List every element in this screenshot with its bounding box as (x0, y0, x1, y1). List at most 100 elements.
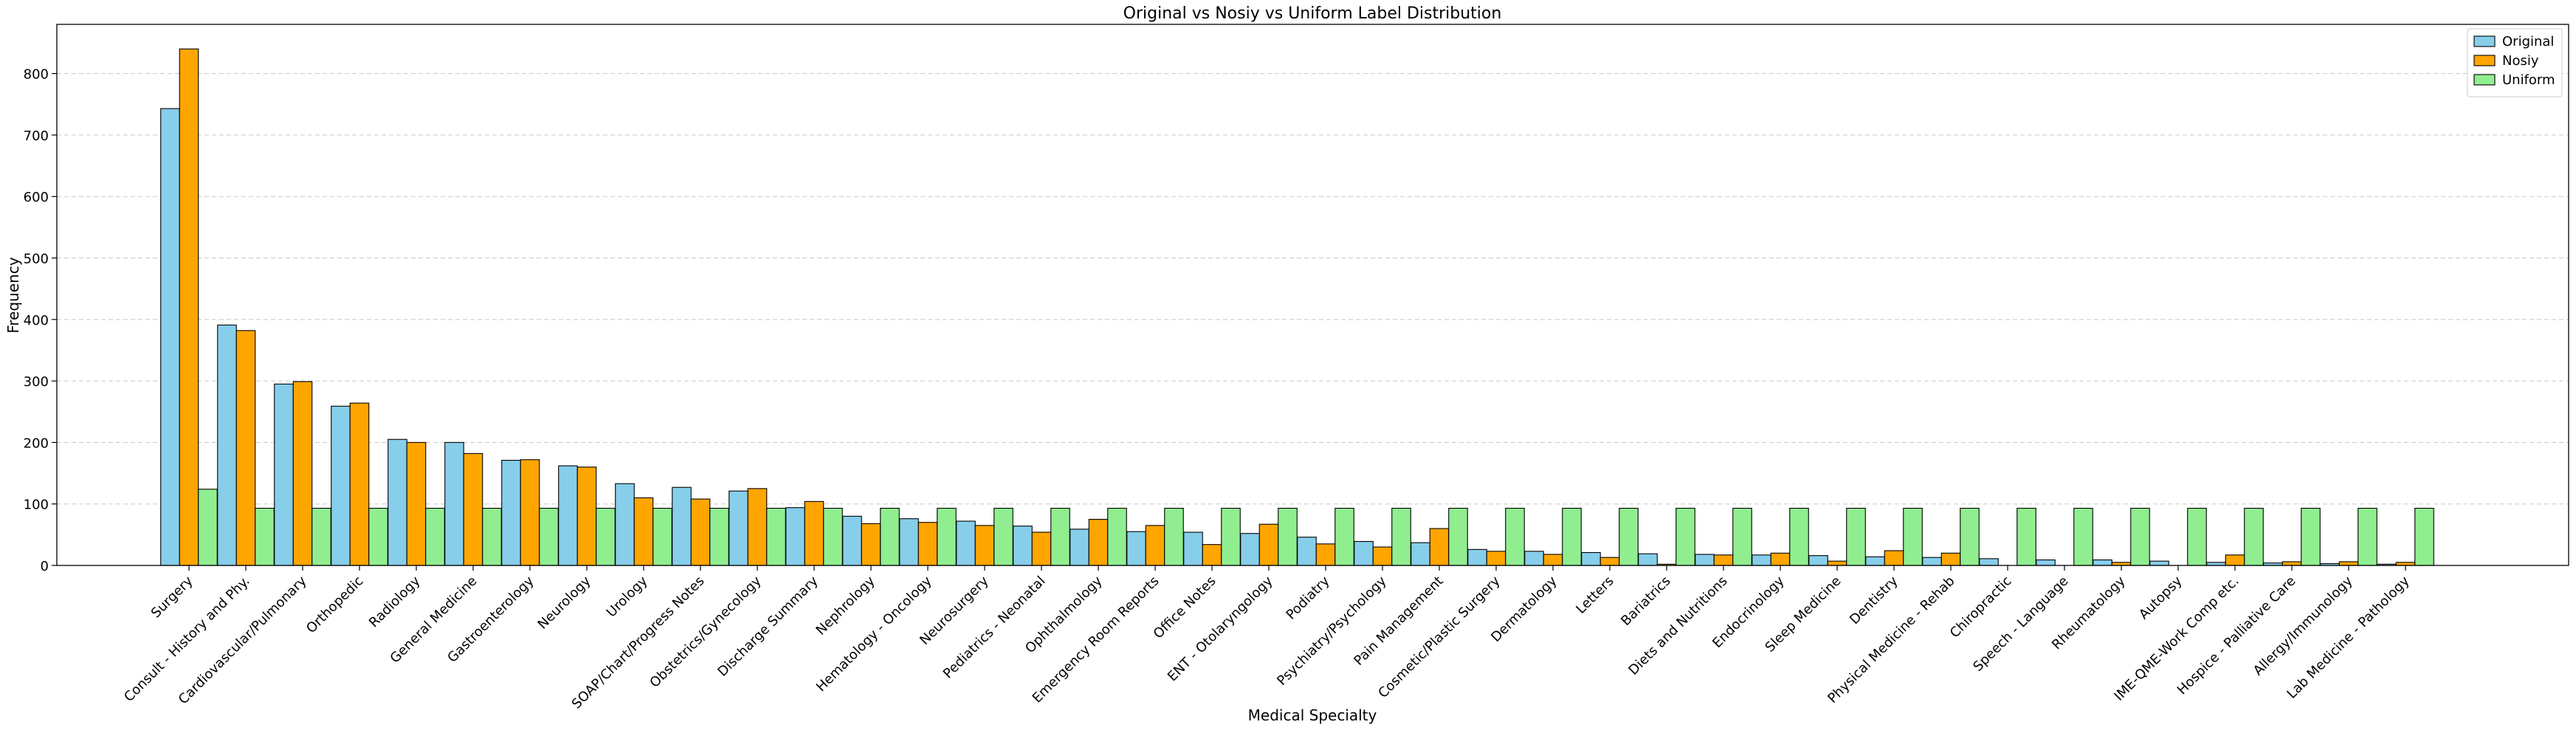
x-tick-label: Diets and Nutritions (1625, 574, 1730, 678)
bar-original (274, 383, 294, 566)
bar-original (1070, 529, 1089, 566)
y-tick-label: 600 (24, 190, 49, 205)
bar-uniform (198, 489, 218, 566)
bar-nosiy (179, 48, 199, 566)
bar-original (1808, 555, 1828, 566)
bar-original (1013, 526, 1033, 566)
bar-uniform (1619, 507, 1639, 566)
bar-uniform (1278, 507, 1298, 566)
y-tick-label: 200 (24, 436, 49, 451)
bar-original (1411, 542, 1430, 566)
bar-original (956, 520, 976, 566)
bar-nosiy (576, 467, 597, 566)
bar-nosiy (1145, 525, 1165, 566)
legend-label: Original (2502, 34, 2554, 49)
bar-nosiy (1429, 528, 1450, 566)
legend: Original Nosiy Uniform (2467, 28, 2563, 97)
bar-original (160, 108, 180, 566)
bar-uniform (1107, 507, 1127, 566)
x-tick-label: Lab Medicine - Pathology (2284, 573, 2412, 701)
bar-nosiy (747, 488, 768, 566)
bar-nosiy (690, 498, 711, 566)
bar-uniform (1960, 507, 1980, 566)
y-tick-label: 100 (24, 498, 49, 513)
bar-uniform (2358, 507, 2377, 566)
x-tick-label: Obstetrics/Gynecology (647, 573, 764, 690)
bar-uniform (993, 507, 1013, 566)
bar-original (1581, 551, 1601, 566)
bar-original (388, 438, 407, 566)
x-tick-label: Surgery (148, 573, 196, 621)
bar-uniform (596, 507, 616, 566)
bar-uniform (1221, 507, 1241, 566)
bar-original (615, 483, 635, 566)
bar-nosiy (1599, 557, 1620, 566)
bar-uniform (2187, 507, 2207, 566)
bar-original (1752, 554, 1771, 566)
x-tick-label: Radiology (366, 573, 424, 630)
x-tick-label: Dentistry (1847, 573, 1901, 627)
y-tick-label: 300 (24, 374, 49, 390)
y-axis-ticks: 0 100 200 300 400 500 600 700 800 (24, 67, 57, 574)
legend-swatch (2473, 55, 2496, 66)
plot-frame (56, 24, 2569, 566)
bar-nosiy (1827, 560, 1847, 566)
x-tick-label: Letters (1573, 574, 1616, 617)
legend-swatch (2473, 74, 2496, 86)
bar-original (1524, 551, 1544, 566)
x-tick-label: Hospice - Palliative Care (2174, 574, 2299, 698)
bar-nosiy (2225, 554, 2245, 566)
bar-nosiy (1372, 546, 1393, 566)
bar-uniform (2301, 507, 2321, 566)
bar-nosiy (917, 522, 938, 566)
chart-title: Original vs Nosiy vs Uniform Label Distr… (1123, 4, 1502, 23)
bar-nosiy (1713, 554, 1734, 566)
x-tick-label: Psychiatry/Psychology (1274, 573, 1390, 689)
bar-original (444, 441, 464, 566)
bar-nosiy (1543, 554, 1563, 566)
bar-nosiy (1884, 550, 1904, 566)
bar-uniform (425, 507, 445, 566)
bar-uniform (311, 507, 331, 566)
bar-original (899, 518, 919, 566)
bar-original (331, 405, 351, 566)
bar-uniform (1789, 507, 1809, 566)
bar-nosiy (1088, 518, 1109, 566)
bar-uniform (937, 507, 957, 566)
bar-nosiy (1202, 544, 1222, 566)
bar-nosiy (1940, 552, 1961, 566)
bar-uniform (880, 507, 900, 566)
bar-uniform (1335, 507, 1354, 566)
bar-original (1183, 531, 1203, 566)
bar-nosiy (861, 523, 881, 566)
bar-nosiy (1031, 531, 1052, 566)
bar-original (558, 465, 578, 566)
bar-uniform (823, 507, 843, 566)
bar-uniform (1732, 507, 1752, 566)
x-tick-label: Discharge Summary (714, 573, 821, 679)
bar-uniform (1562, 507, 1582, 566)
bar-nosiy (2281, 561, 2302, 566)
bar-original (1240, 533, 1260, 566)
grid-lines (57, 73, 2569, 566)
x-tick-label: Autopsy (2136, 573, 2186, 622)
bar-uniform (2130, 507, 2150, 566)
y-tick-label: 500 (24, 252, 49, 267)
bar-uniform (1164, 507, 1184, 566)
bar-nosiy (974, 525, 995, 566)
legend-swatch (2473, 35, 2496, 47)
bar-uniform (709, 507, 729, 566)
bar-nosiy (1770, 552, 1791, 566)
x-tick-label: Urology (604, 573, 651, 620)
bar-nosiy (633, 497, 654, 566)
bar-original (1865, 556, 1885, 566)
bar-uniform (255, 507, 275, 566)
bars (160, 48, 2434, 566)
x-tick-label: Speech - Language (1970, 574, 2071, 675)
bar-uniform (1676, 507, 1695, 566)
legend-label: Uniform (2502, 72, 2555, 88)
bar-original (1354, 540, 1374, 566)
bar-nosiy (463, 452, 483, 566)
x-tick-label: Bariatrics (1618, 574, 1673, 629)
